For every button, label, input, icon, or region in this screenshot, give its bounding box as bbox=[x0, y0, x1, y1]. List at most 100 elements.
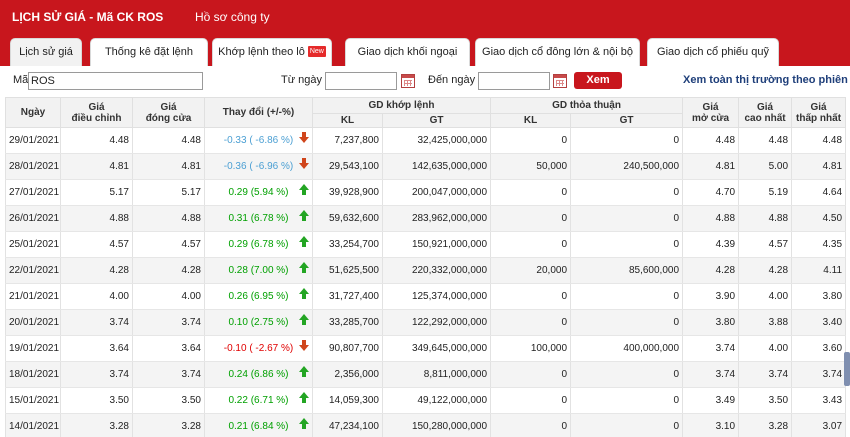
cell-matched-kl: 59,632,600 bbox=[312, 205, 383, 232]
header-matched-trading: GD khớp lệnh bbox=[311, 97, 492, 114]
tab-treasury-stock[interactable]: Giao dịch cổ phiếu quỹ bbox=[647, 38, 779, 66]
table-row: 14/01/2021 3.28 3.28 0.21 (6.84 %) 47,234,10… bbox=[5, 413, 847, 437]
cell-adjusted-price: 3.74 bbox=[60, 361, 133, 388]
cell-close-price: 4.48 bbox=[132, 127, 205, 154]
cell-negotiated-kl: 0 bbox=[490, 309, 572, 336]
tab-price-history[interactable]: Lịch sử giá bbox=[10, 38, 82, 66]
cell-adjusted-price: 4.57 bbox=[60, 231, 133, 258]
cell-adjusted-price: 3.28 bbox=[60, 413, 133, 437]
cell-date: 19/01/2021 bbox=[5, 335, 61, 362]
to-calendar-icon[interactable] bbox=[553, 74, 567, 88]
cell-adjusted-price: 5.17 bbox=[60, 179, 133, 206]
cell-matched-kl: 51,625,500 bbox=[312, 257, 383, 284]
cell-open-price: 4.88 bbox=[682, 205, 740, 232]
header-matched-gt: GT bbox=[381, 113, 492, 128]
cell-low-price: 3.07 bbox=[791, 413, 847, 437]
view-button[interactable]: Xem bbox=[574, 72, 622, 89]
change-value: -0.10 ( -2.67 %) bbox=[223, 343, 294, 354]
cell-high-price: 4.00 bbox=[738, 283, 793, 310]
cell-close-price: 3.28 bbox=[132, 413, 205, 437]
cell-negotiated-gt: 0 bbox=[570, 309, 684, 336]
cell-change: -0.10 ( -2.67 %) bbox=[204, 335, 313, 362]
tab-foreign-trading[interactable]: Giao dịch khối ngoại bbox=[345, 38, 470, 66]
cell-matched-kl: 7,237,800 bbox=[312, 127, 383, 154]
cell-adjusted-price: 4.48 bbox=[60, 127, 133, 154]
cell-close-price: 3.74 bbox=[132, 361, 205, 388]
cell-high-price: 4.57 bbox=[738, 231, 793, 258]
cell-date: 22/01/2021 bbox=[5, 257, 61, 284]
cell-low-price: 3.60 bbox=[791, 335, 847, 362]
scrollbar-handle[interactable] bbox=[844, 352, 850, 386]
cell-high-price: 4.88 bbox=[738, 205, 793, 232]
cell-negotiated-gt: 0 bbox=[570, 205, 684, 232]
cell-adjusted-price: 4.81 bbox=[60, 153, 133, 180]
cell-negotiated-gt: 0 bbox=[570, 127, 684, 154]
cell-close-price: 4.88 bbox=[132, 205, 205, 232]
tab-order-statistics[interactable]: Thống kê đặt lệnh bbox=[90, 38, 208, 66]
cell-low-price: 4.81 bbox=[791, 153, 847, 180]
price-history-table: Ngày Giá điều chỉnh Giá đóng cửa Thay đổi … bbox=[5, 97, 847, 437]
cell-matched-kl: 2,356,000 bbox=[312, 361, 383, 388]
cell-negotiated-gt: 0 bbox=[570, 361, 684, 388]
page-header: LỊCH SỬ GIÁ - Mã CK ROS Hồ sơ công ty bbox=[0, 0, 850, 34]
cell-open-price: 4.70 bbox=[682, 179, 740, 206]
tab-insider-trading[interactable]: Giao dịch cổ đông lớn & nội bộ bbox=[475, 38, 640, 66]
to-date-input[interactable] bbox=[478, 72, 550, 90]
cell-open-price: 3.74 bbox=[682, 335, 740, 362]
cell-high-price: 3.74 bbox=[738, 361, 793, 388]
cell-change: 0.21 (6.84 %) bbox=[204, 413, 313, 437]
cell-negotiated-kl: 0 bbox=[490, 387, 572, 414]
change-value: 0.28 (7.00 %) bbox=[228, 265, 289, 276]
cell-adjusted-price: 3.64 bbox=[60, 335, 133, 362]
from-calendar-icon[interactable] bbox=[401, 74, 415, 88]
cell-adjusted-price: 3.50 bbox=[60, 387, 133, 414]
stock-code-input[interactable] bbox=[28, 72, 203, 90]
cell-date: 25/01/2021 bbox=[5, 231, 61, 258]
cell-matched-gt: 32,425,000,000 bbox=[381, 127, 492, 154]
view-all-market-link[interactable]: Xem toàn thị trường theo phiên bbox=[683, 74, 848, 86]
cell-negotiated-gt: 240,500,000 bbox=[570, 153, 684, 180]
company-profile-link[interactable]: Hồ sơ công ty bbox=[195, 10, 270, 24]
cell-negotiated-kl: 100,000 bbox=[490, 335, 572, 362]
cell-negotiated-kl: 0 bbox=[490, 413, 572, 437]
cell-matched-gt: 283,962,000,000 bbox=[381, 205, 492, 232]
cell-change: 0.24 (6.86 %) bbox=[204, 361, 313, 388]
tab-lot-matching[interactable]: Khớp lệnh theo lô New bbox=[212, 38, 332, 66]
header-matched-kl: KL bbox=[312, 113, 383, 128]
cell-matched-kl: 33,254,700 bbox=[312, 231, 383, 258]
cell-matched-gt: 49,122,000,000 bbox=[381, 387, 492, 414]
cell-high-price: 4.00 bbox=[738, 335, 793, 362]
cell-adjusted-price: 4.88 bbox=[60, 205, 133, 232]
cell-date: 14/01/2021 bbox=[5, 413, 61, 437]
cell-date: 20/01/2021 bbox=[5, 309, 61, 336]
cell-low-price: 3.40 bbox=[791, 309, 847, 336]
cell-open-price: 4.81 bbox=[682, 153, 740, 180]
cell-negotiated-kl: 0 bbox=[490, 127, 572, 154]
cell-open-price: 3.49 bbox=[682, 387, 740, 414]
cell-matched-gt: 122,292,000,000 bbox=[381, 309, 492, 336]
change-value: -0.33 ( -6.86 %) bbox=[223, 135, 294, 146]
cell-open-price: 3.74 bbox=[682, 361, 740, 388]
new-badge: New bbox=[307, 46, 326, 57]
header-close-price: Giá đóng cửa bbox=[132, 97, 205, 128]
cell-matched-kl: 14,059,300 bbox=[312, 387, 383, 414]
cell-low-price: 4.64 bbox=[791, 179, 847, 206]
cell-matched-kl: 90,807,700 bbox=[312, 335, 383, 362]
arrow-down-icon bbox=[299, 158, 309, 170]
cell-matched-kl: 47,234,100 bbox=[312, 413, 383, 437]
cell-high-price: 3.50 bbox=[738, 387, 793, 414]
cell-negotiated-kl: 0 bbox=[490, 361, 572, 388]
table-row: 26/01/2021 4.88 4.88 0.31 (6.78 %) 59,632,60… bbox=[5, 205, 847, 232]
cell-open-price: 4.48 bbox=[682, 127, 740, 154]
table-row: 28/01/2021 4.81 4.81 -0.36 ( -6.96 %) 29,543… bbox=[5, 153, 847, 180]
from-date-input[interactable] bbox=[325, 72, 397, 90]
cell-low-price: 3.80 bbox=[791, 283, 847, 310]
cell-close-price: 5.17 bbox=[132, 179, 205, 206]
cell-high-price: 5.00 bbox=[738, 153, 793, 180]
cell-matched-gt: 150,921,000,000 bbox=[381, 231, 492, 258]
cell-matched-kl: 33,285,700 bbox=[312, 309, 383, 336]
cell-high-price: 5.19 bbox=[738, 179, 793, 206]
cell-date: 26/01/2021 bbox=[5, 205, 61, 232]
cell-close-price: 3.74 bbox=[132, 309, 205, 336]
change-value: 0.10 (2.75 %) bbox=[228, 317, 289, 328]
